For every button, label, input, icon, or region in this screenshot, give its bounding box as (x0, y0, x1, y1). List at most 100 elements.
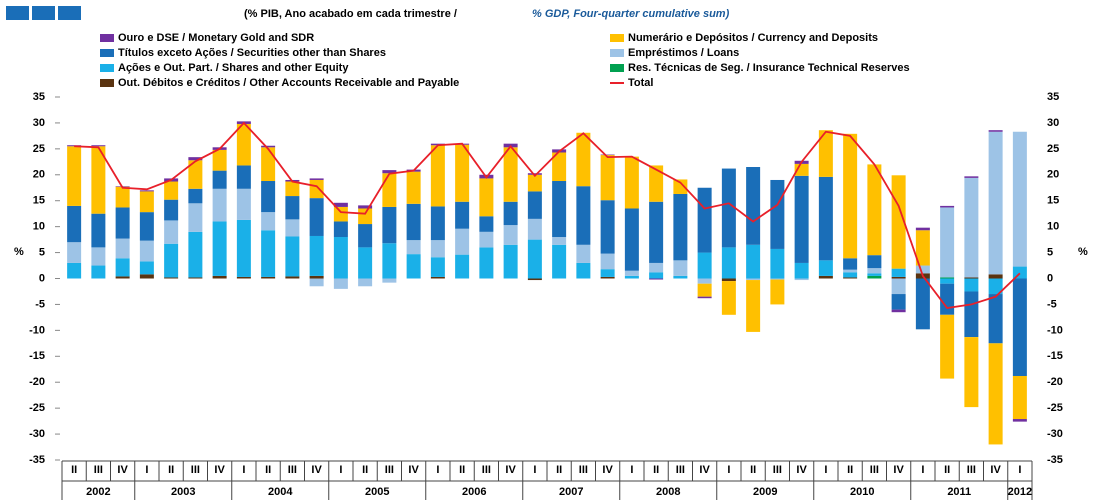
x-tick-label: II (265, 464, 271, 476)
bar-segment (843, 269, 858, 273)
bar-segment (503, 225, 518, 245)
bar-segment (964, 337, 979, 408)
bar-segment (867, 268, 882, 274)
bar-segment (673, 193, 688, 261)
y-tick-label: -5 (1047, 298, 1057, 310)
y-tick-label: -20 (29, 376, 45, 388)
bar-segment (818, 130, 833, 177)
bar-segment (964, 177, 979, 278)
bar-segment (867, 255, 882, 269)
bar-segment (940, 205, 955, 208)
bar-segment (115, 238, 130, 259)
logo-block (58, 6, 81, 20)
x-tick-label: II (168, 464, 174, 476)
bar-segment (940, 277, 955, 279)
bar-segment (843, 272, 858, 278)
bar-segment (236, 188, 251, 220)
y-tick-label: 25 (1047, 143, 1059, 155)
bar-segment (624, 208, 639, 271)
bar-segment (964, 277, 979, 279)
x-tick-label: I (824, 464, 827, 476)
bar-segment (891, 278, 906, 295)
y-tick-label: -30 (1047, 428, 1063, 440)
chart-title: (% PIB, Ano acabado em cada trimestre / (244, 8, 457, 20)
y-tick-label: 10 (33, 221, 45, 233)
year-label: 2010 (850, 486, 874, 498)
bar-segment (212, 170, 227, 189)
y-tick-label: -25 (1047, 402, 1063, 414)
bar-segment (527, 174, 542, 192)
bar-segment (988, 343, 1003, 445)
bar-segment (261, 212, 276, 231)
bar-segment (333, 278, 348, 289)
bar-segment (188, 277, 203, 279)
bar-segment (988, 130, 1003, 132)
bar-segment (915, 278, 930, 330)
bar-segment (600, 276, 615, 279)
bar-segment (964, 291, 979, 338)
bar-segment (527, 218, 542, 240)
bar-segment (794, 278, 809, 281)
x-tick-label: IV (602, 464, 613, 476)
x-tick-label: III (482, 464, 491, 476)
x-tick-label: IV (990, 464, 1001, 476)
bar-segment (988, 274, 1003, 279)
bar-segment (139, 190, 154, 192)
legend-label: Ações e Out. Part. / Shares and other Eq… (118, 62, 349, 74)
y-tick-label: -10 (29, 324, 45, 336)
y-tick-label: 35 (33, 91, 45, 103)
legend-label: Ouro e DSE / Monetary Gold and SDR (118, 32, 314, 44)
year-label: 2003 (171, 486, 195, 498)
bar-segment (721, 278, 736, 282)
x-tick-label: IV (408, 464, 419, 476)
bar-segment (891, 309, 906, 313)
legend-swatch (100, 49, 114, 57)
x-tick-label: III (385, 464, 394, 476)
bar-segment (964, 176, 979, 178)
bar-segment (964, 278, 979, 292)
total-line (74, 121, 1021, 310)
year-label: 2009 (753, 486, 777, 498)
bar-segment (770, 278, 785, 280)
x-tick-label: III (579, 464, 588, 476)
year-label: 2007 (559, 486, 583, 498)
bar-segment (285, 181, 300, 197)
bar-segment (91, 265, 106, 279)
y-tick-label: -20 (1047, 376, 1063, 388)
bar-segment (600, 154, 615, 156)
y-tick-label: -25 (29, 402, 45, 414)
bar-segment (649, 201, 664, 263)
bar-segment (867, 164, 882, 256)
bar-segment (164, 220, 179, 244)
y-tick-label: -30 (29, 428, 45, 440)
bar-segment (915, 227, 930, 231)
bar-segment (406, 240, 421, 255)
x-tick-label: I (436, 464, 439, 476)
y-tick-label: -15 (1047, 350, 1063, 362)
bar-segment (139, 212, 154, 241)
bar-segment (430, 206, 445, 241)
bar-segment (188, 231, 203, 278)
bar-segment (164, 243, 179, 278)
bar-segment (455, 228, 470, 255)
bar-segment (382, 243, 397, 279)
bar-segment (188, 157, 203, 161)
bar-segment (673, 275, 688, 279)
bar-segment (382, 206, 397, 244)
bar-segment (721, 168, 736, 248)
bar-segment (261, 147, 276, 182)
bar-segment (212, 221, 227, 276)
bar-segment (527, 278, 542, 281)
bar-segment (673, 260, 688, 276)
x-tick-label: I (145, 464, 148, 476)
bar-segment (697, 296, 712, 299)
bar-segment (794, 163, 809, 176)
bar-segment (576, 132, 591, 187)
bar-segment (115, 207, 130, 239)
bar-segment (794, 262, 809, 279)
x-tick-label: I (1018, 464, 1021, 476)
bar-segment (91, 146, 106, 214)
bar-segment (309, 275, 324, 279)
bar-segment (358, 247, 373, 279)
bar-segment (746, 244, 761, 279)
